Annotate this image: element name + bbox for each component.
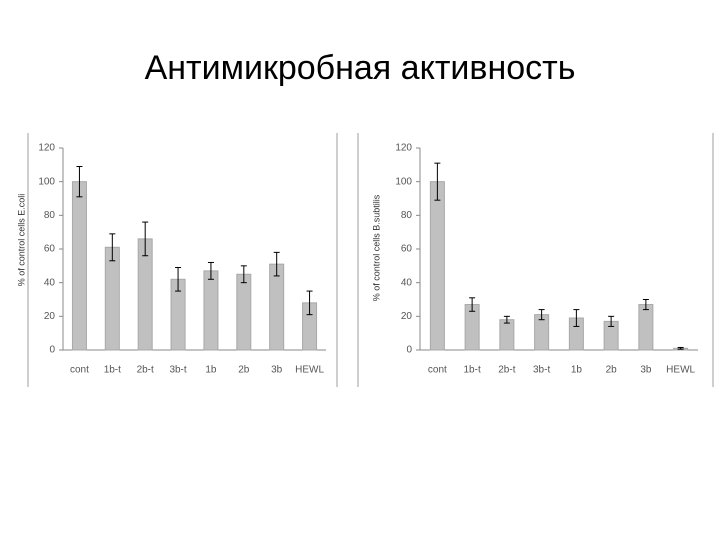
- x-tick-label: cont: [428, 365, 447, 376]
- x-tick-label: 2b: [238, 365, 250, 376]
- y-tick-label: 100: [38, 176, 55, 187]
- x-tick-label: 1b-t: [464, 365, 481, 376]
- error-bar: [573, 309, 580, 327]
- bar: [203, 270, 219, 351]
- x-tick-label: 3b-t: [533, 365, 550, 376]
- x-tick-label: 1b: [205, 365, 217, 376]
- y-tick-label: 100: [395, 176, 412, 187]
- error-bar: [608, 315, 615, 327]
- x-tick-label: 2b-t: [137, 365, 154, 376]
- bar: [499, 319, 515, 351]
- x-tick-label: HEWL: [666, 365, 695, 376]
- x-tick-label: 1b: [571, 365, 583, 376]
- bar: [104, 246, 120, 351]
- x-tick-label: HEWL: [295, 365, 324, 376]
- y-tick-label: 20: [44, 311, 56, 322]
- bar: [269, 263, 285, 351]
- bar: [429, 181, 445, 351]
- error-bar: [642, 299, 649, 311]
- error-bar: [207, 261, 214, 280]
- error-bar: [76, 166, 83, 198]
- y-tick-label: 60: [401, 244, 413, 255]
- bar: [71, 181, 87, 351]
- error-bar: [306, 290, 313, 316]
- x-tick-label: 3b-t: [169, 365, 186, 376]
- slide-title: Антимикробная активность: [145, 49, 576, 87]
- y-tick-label: 0: [406, 345, 412, 356]
- bar: [638, 304, 654, 351]
- error-bar: [434, 162, 441, 201]
- error-bar: [503, 315, 510, 324]
- y-tick-label: 40: [401, 277, 413, 288]
- x-tick-label: 3b: [271, 365, 283, 376]
- y-tick-label: 20: [401, 311, 413, 322]
- y-tick-label: 120: [38, 143, 55, 154]
- y-tick-label: 0: [49, 345, 55, 356]
- error-bar: [677, 346, 684, 350]
- y-axis-title: % of control cells B.subtilis: [371, 194, 381, 301]
- error-bar: [538, 309, 545, 321]
- error-bar: [273, 251, 280, 277]
- y-axis-title: % of control cells E.coli: [16, 194, 26, 287]
- x-tick-label: 1b-t: [104, 365, 121, 376]
- error-bar: [109, 233, 116, 262]
- bar: [236, 273, 252, 351]
- x-tick-label: cont: [70, 365, 89, 376]
- y-tick-label: 60: [44, 244, 56, 255]
- y-tick-label: 120: [395, 143, 412, 154]
- y-tick-label: 80: [401, 210, 413, 221]
- error-bar: [469, 297, 476, 312]
- error-bar: [175, 267, 182, 292]
- error-bar: [240, 265, 247, 284]
- error-bar: [142, 221, 149, 257]
- y-tick-label: 80: [44, 210, 56, 221]
- x-tick-label: 2b-t: [498, 365, 515, 376]
- x-tick-label: 2b: [606, 365, 618, 376]
- x-tick-label: 3b: [640, 365, 652, 376]
- y-tick-label: 40: [44, 277, 56, 288]
